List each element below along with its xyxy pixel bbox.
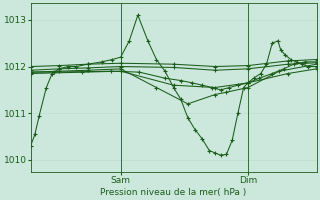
X-axis label: Pression niveau de la mer( hPa ): Pression niveau de la mer( hPa ) [100,188,247,197]
